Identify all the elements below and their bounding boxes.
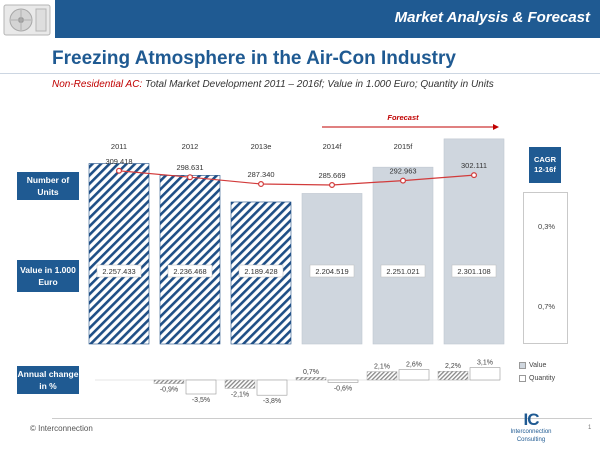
change-quantity-label-5: 3,1% bbox=[477, 360, 493, 367]
page-title: Freezing Atmosphere in the Air-Con Indus… bbox=[52, 48, 456, 69]
forecast-marker: Forecast bbox=[322, 113, 499, 130]
change-quantity-bar-3 bbox=[327, 379, 359, 383]
units-point-2013e bbox=[258, 180, 265, 187]
change-value-bar-1 bbox=[153, 379, 185, 384]
change-value-bar-2 bbox=[224, 379, 256, 389]
value-bars: 2.257.433 2.236.468 2.189.428 2.204.519 2.25… bbox=[88, 138, 505, 345]
copyright: © Interconnection bbox=[30, 424, 93, 433]
year-axis-labels: 201120122013e2014f2015f2016f bbox=[111, 142, 484, 151]
units-label-2016f: 302.111 bbox=[461, 161, 487, 170]
logo-line-1: Interconnection bbox=[510, 429, 552, 435]
change-quantity-bar-4 bbox=[398, 369, 430, 381]
year-label-2011: 2011 bbox=[111, 142, 127, 151]
change-value-label-1: -0,9% bbox=[160, 387, 178, 394]
units-label-2013e: 287.340 bbox=[247, 170, 274, 179]
legend-value-label: Value bbox=[529, 362, 547, 369]
page-subtitle: Non-Residential AC: Total Market Develop… bbox=[52, 79, 494, 90]
units-point-2014f bbox=[329, 182, 336, 189]
units-point-2016f bbox=[471, 172, 478, 179]
value-label-2016f: 2.301.108 bbox=[457, 267, 490, 276]
banner-title: Market Analysis & Forecast bbox=[394, 9, 590, 26]
year-label-2012: 2012 bbox=[182, 142, 199, 151]
change-quantity-label-1: -3,5% bbox=[192, 397, 210, 404]
change-value-bar-5 bbox=[437, 371, 469, 381]
change-value-label-5: 2,2% bbox=[445, 363, 461, 370]
units-label-2015f: 292.963 bbox=[389, 167, 416, 176]
units-label-2012: 298.631 bbox=[176, 163, 203, 172]
title-divider bbox=[0, 73, 600, 74]
value-label-2011: 2.257.433 bbox=[102, 267, 135, 276]
value-label-box-2011 bbox=[96, 264, 142, 278]
units-label-2014f: 285.669 bbox=[318, 171, 345, 180]
value-label-2014f: 2.204.519 bbox=[315, 267, 348, 276]
annual-change-bars: -0,9% -3,5% -2,1% -3,8% 0,7% -0,6% 2,1% 2,6% 2,2… bbox=[95, 360, 501, 405]
row-label-change: Annual change in % bbox=[17, 366, 79, 394]
units-line: 309.418 298.631 287.340 285.669 292.963 302.1… bbox=[105, 157, 487, 189]
logo-line-2: Consulting bbox=[516, 437, 546, 443]
logo-mark: IC bbox=[523, 410, 540, 429]
cagr-units: 0,3% bbox=[537, 222, 556, 231]
page-number: 1 bbox=[588, 425, 592, 431]
change-value-label-3: 0,7% bbox=[303, 369, 319, 376]
legend-quantity: Quantity bbox=[519, 375, 555, 382]
row-label-value: Value in 1.000 Euro bbox=[17, 260, 79, 292]
header-banner: Market Analysis & Forecast bbox=[0, 0, 600, 40]
value-bar-2015f bbox=[372, 166, 434, 345]
value-label-box-2015f bbox=[380, 264, 426, 278]
legend-quantity-label: Quantity bbox=[529, 375, 556, 382]
banner-bar: Market Analysis & Forecast bbox=[55, 0, 600, 38]
change-quantity-bar-1 bbox=[185, 379, 217, 395]
footer-divider bbox=[52, 418, 592, 419]
subtitle-segment: Non-Residential AC: bbox=[52, 79, 143, 90]
change-value-label-2: -2,1% bbox=[231, 391, 249, 398]
units-point-2015f bbox=[400, 177, 407, 184]
change-quantity-bar-2 bbox=[256, 379, 288, 396]
legend-quantity-swatch bbox=[519, 375, 526, 382]
value-label-2012: 2.236.468 bbox=[173, 267, 206, 276]
change-quantity-label-4: 2,6% bbox=[406, 362, 422, 369]
change-quantity-label-3: -0,6% bbox=[334, 385, 352, 392]
change-value-label-4: 2,1% bbox=[374, 364, 390, 371]
legend-value-swatch bbox=[519, 362, 526, 369]
change-quantity-bar-5 bbox=[469, 367, 501, 381]
air-conditioner-icon bbox=[3, 4, 51, 36]
row-label-units: Number of Units bbox=[17, 172, 79, 200]
value-bar-2012 bbox=[159, 175, 221, 345]
year-label-2014f: 2014f bbox=[323, 142, 343, 151]
subtitle-description: Total Market Development 2011 – 2016f; V… bbox=[142, 79, 494, 90]
value-label-2013e: 2.189.428 bbox=[244, 267, 277, 276]
forecast-label: Forecast bbox=[387, 113, 419, 122]
cagr-panel: 0,3% 0,7% bbox=[523, 192, 568, 344]
change-value-bar-4 bbox=[366, 371, 398, 381]
year-label-2015f: 2015f bbox=[394, 142, 414, 151]
value-label-box-2014f bbox=[309, 264, 355, 278]
value-label-2015f: 2.251.021 bbox=[386, 267, 419, 276]
company-logo: IC Interconnection Consulting bbox=[500, 411, 562, 447]
value-label-box-2013e bbox=[238, 264, 284, 278]
change-value-bar-3 bbox=[295, 377, 327, 381]
units-point-2012 bbox=[187, 174, 194, 181]
value-label-box-2012 bbox=[167, 264, 213, 278]
cagr-value: 0,7% bbox=[537, 302, 556, 311]
value-bar-2011 bbox=[88, 163, 150, 345]
value-label-box-2016f bbox=[451, 264, 497, 278]
cagr-header: CAGR 12-16f bbox=[529, 147, 561, 183]
units-label-2011: 309.418 bbox=[105, 157, 132, 166]
change-legend: Value Quantity bbox=[515, 360, 567, 388]
legend-value: Value bbox=[519, 362, 546, 369]
change-quantity-label-2: -3,8% bbox=[263, 398, 281, 405]
units-point-2011 bbox=[115, 167, 122, 174]
year-label-2013e: 2013e bbox=[251, 142, 272, 151]
units-polyline bbox=[118, 170, 475, 186]
